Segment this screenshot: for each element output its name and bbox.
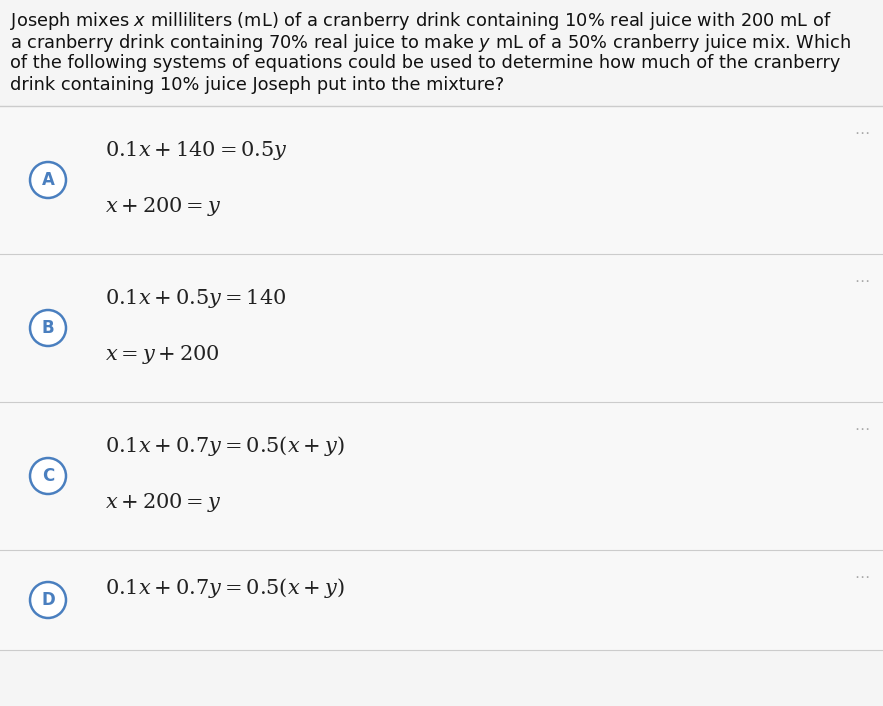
Bar: [0, 106, 883, 254]
Text: C: C: [42, 467, 54, 485]
Text: ⋯: ⋯: [855, 422, 870, 437]
Text: A: A: [42, 171, 55, 189]
Bar: [0, 402, 883, 550]
Text: D: D: [42, 591, 55, 609]
Text: $0.1x + 0.5y = 140$: $0.1x + 0.5y = 140$: [105, 287, 286, 310]
Bar: [0, 550, 883, 650]
Text: B: B: [42, 319, 55, 337]
Text: ⋯: ⋯: [855, 570, 870, 585]
Text: $x + 200 = y$: $x + 200 = y$: [105, 195, 222, 218]
Text: ⋯: ⋯: [855, 274, 870, 289]
Circle shape: [30, 458, 66, 494]
Text: drink containing 10% juice Joseph put into the mixture?: drink containing 10% juice Joseph put in…: [10, 76, 504, 94]
Text: $x = y + 200$: $x = y + 200$: [105, 343, 220, 366]
Text: $0.1x + 0.7y = 0.5(x + y)$: $0.1x + 0.7y = 0.5(x + y)$: [105, 576, 344, 600]
Text: $0.1x + 140 = 0.5y$: $0.1x + 140 = 0.5y$: [105, 139, 288, 162]
Text: of the following systems of equations could be used to determine how much of the: of the following systems of equations co…: [10, 54, 841, 72]
Circle shape: [30, 310, 66, 346]
Circle shape: [30, 162, 66, 198]
Text: $0.1x + 0.7y = 0.5(x + y)$: $0.1x + 0.7y = 0.5(x + y)$: [105, 434, 344, 458]
Circle shape: [30, 582, 66, 618]
Text: a cranberry drink containing 70% real juice to make $y$ mL of a 50% cranberry ju: a cranberry drink containing 70% real ju…: [10, 32, 851, 54]
Text: ⋯: ⋯: [855, 126, 870, 141]
Text: $x + 200 = y$: $x + 200 = y$: [105, 491, 222, 514]
Text: Joseph mixes $x$ milliliters (mL) of a cranberry drink containing 10% real juice: Joseph mixes $x$ milliliters (mL) of a c…: [10, 10, 832, 32]
Bar: [0, 254, 883, 402]
